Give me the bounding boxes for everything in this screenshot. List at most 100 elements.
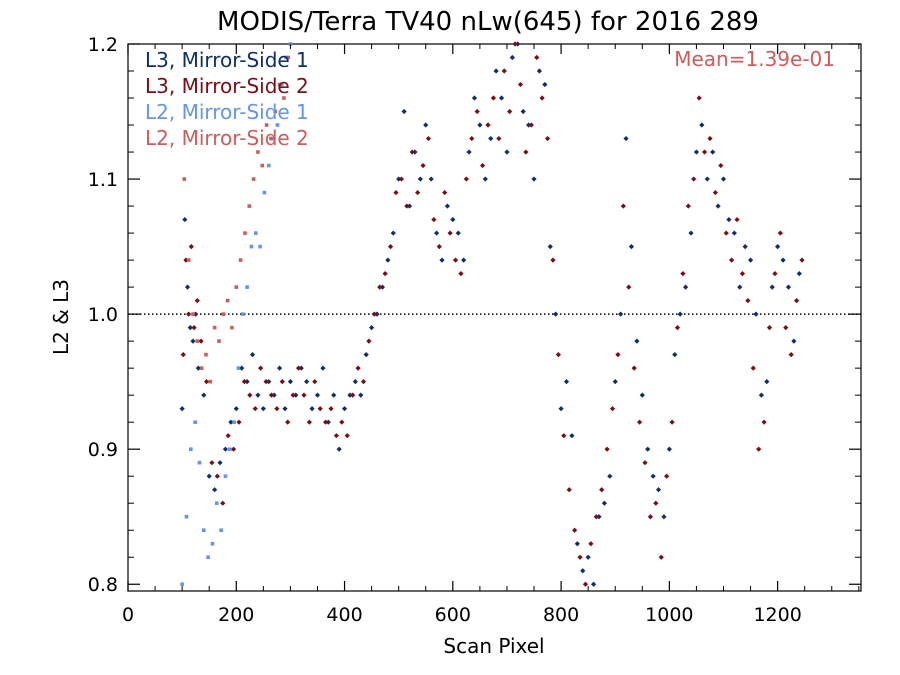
data-point-series-1 [488, 135, 494, 142]
data-point-series-2 [398, 176, 404, 182]
data-point-series-2 [739, 271, 746, 277]
data-point-series-2 [528, 122, 534, 128]
data-point-series-2 [566, 487, 572, 493]
data-point-series-4 [182, 177, 187, 181]
data-point-series-1 [531, 176, 537, 182]
data-point-series-1 [379, 284, 386, 290]
data-point-series-2 [344, 433, 350, 439]
data-point-series-1 [260, 406, 266, 412]
data-point-series-1 [244, 379, 250, 385]
data-point-series-1 [182, 216, 188, 223]
data-point-series-1 [406, 203, 413, 209]
data-point-series-4 [225, 298, 230, 303]
data-point-series-2 [734, 216, 740, 223]
data-point-series-2 [415, 189, 421, 196]
data-point-series-1 [450, 216, 456, 223]
data-point-series-1 [433, 230, 440, 236]
data-point-series-4 [186, 258, 191, 262]
data-point-series-2 [793, 298, 800, 304]
data-point-series-1 [515, 41, 521, 47]
data-point-series-1 [596, 514, 602, 520]
data-point-series-2 [355, 365, 361, 371]
data-point-series-1 [222, 446, 229, 452]
data-point-series-1 [190, 338, 196, 344]
data-point-series-2 [360, 379, 367, 385]
data-point-series-2 [485, 122, 491, 128]
data-point-series-1 [217, 460, 223, 466]
data-point-series-1 [385, 257, 391, 263]
data-point-series-2 [274, 406, 280, 412]
data-point-series-1 [645, 446, 651, 452]
data-point-series-1 [455, 230, 461, 236]
x-tick-label: 800 [543, 604, 579, 626]
data-point-series-2 [620, 203, 626, 209]
data-point-series-4 [286, 55, 291, 60]
data-point-series-2 [312, 379, 318, 385]
legend-entry: L2, Mirror-Side 1 [145, 100, 309, 124]
data-point-series-2 [701, 149, 708, 155]
data-point-series-4 [199, 366, 204, 370]
data-point-series-3 [188, 447, 193, 451]
data-point-series-2 [404, 203, 410, 209]
data-point-series-2 [609, 406, 616, 412]
data-point-series-1 [309, 406, 315, 412]
data-point-series-2 [371, 311, 377, 317]
data-point-series-1 [639, 392, 645, 398]
data-point-series-1 [212, 487, 218, 493]
data-point-series-2 [680, 271, 686, 277]
data-point-series-2 [191, 325, 197, 331]
data-point-series-1 [287, 379, 294, 385]
data-point-series-1 [477, 122, 483, 128]
data-point-series-1 [271, 392, 277, 398]
data-point-series-1 [785, 284, 792, 290]
data-point-series-3 [223, 474, 228, 478]
data-point-series-3 [271, 136, 275, 141]
data-points [179, 41, 805, 587]
data-point-series-2 [783, 325, 789, 331]
data-point-series-2 [436, 243, 442, 250]
data-point-series-4 [282, 96, 286, 100]
data-point-series-2 [469, 135, 475, 142]
data-point-series-1 [704, 176, 710, 182]
data-point-series-1 [233, 406, 239, 412]
data-point-series-2 [393, 189, 399, 196]
data-point-series-2 [766, 325, 773, 331]
data-point-series-1 [753, 311, 759, 317]
data-point-series-2 [658, 554, 664, 560]
data-point-series-2 [463, 176, 469, 182]
data-point-series-1 [444, 203, 451, 209]
axes: 0 200 400 600 800 1000 1200 0.8 0.9 1.0 1.1 1.2 [88, 34, 861, 626]
data-point-series-2 [285, 419, 291, 425]
data-point-series-1 [423, 122, 429, 128]
data-point-series-1 [693, 149, 700, 155]
data-point-series-1 [623, 135, 629, 142]
data-point-series-1 [493, 68, 499, 74]
data-point-series-4 [251, 177, 256, 181]
data-point-series-4 [191, 312, 195, 316]
data-point-series-1 [720, 176, 727, 182]
data-point-series-1 [612, 379, 618, 385]
data-point-series-1 [412, 149, 418, 155]
data-point-series-2 [214, 473, 220, 479]
data-point-series-2 [350, 392, 356, 398]
data-point-series-1 [276, 365, 283, 371]
data-point-series-1 [775, 243, 781, 250]
data-point-series-2 [279, 379, 285, 385]
data-point-series-1 [769, 284, 775, 290]
data-point-series-1 [471, 95, 478, 101]
data-point-series-1 [726, 216, 732, 223]
data-point-series-1 [417, 176, 423, 182]
data-point-series-1 [574, 541, 580, 547]
data-point-series-1 [331, 392, 337, 398]
x-tick-label: 1000 [645, 604, 693, 626]
data-point-series-1 [590, 581, 597, 587]
data-point-series-2 [561, 433, 567, 439]
data-point-series-1 [542, 81, 548, 88]
data-point-series-4 [247, 204, 252, 208]
legend: L3, Mirror-Side 1L3, Mirror-Side 2L2, Mi… [145, 48, 309, 150]
data-point-series-2 [317, 406, 323, 412]
data-point-series-2 [745, 298, 751, 304]
data-point-series-1 [607, 473, 613, 479]
data-point-series-2 [236, 419, 242, 425]
